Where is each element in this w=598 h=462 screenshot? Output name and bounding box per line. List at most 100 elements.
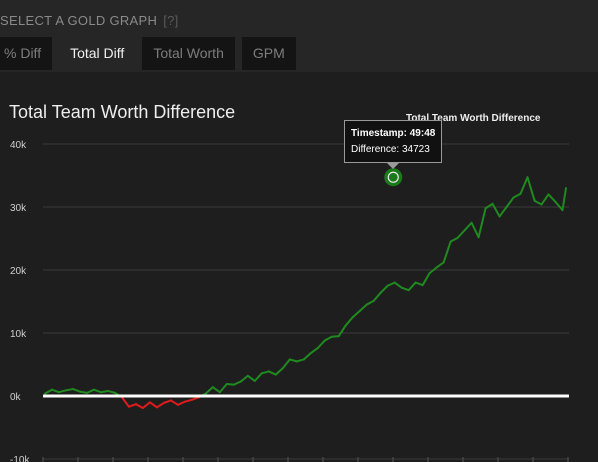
series-segment <box>358 303 368 312</box>
series-segment <box>519 176 529 195</box>
series-segment <box>99 389 109 394</box>
series-segment <box>414 281 424 287</box>
series-segment <box>463 221 473 232</box>
graph-tabs: % Diff Total Diff Total Worth GPM <box>0 37 296 70</box>
series-segment <box>260 370 270 375</box>
series-segment <box>400 286 410 292</box>
series-segment <box>456 229 466 239</box>
series-segment <box>484 202 494 210</box>
y-tick-label: 0k <box>10 392 22 403</box>
tab-total-diff[interactable]: Total Diff <box>59 37 136 70</box>
series-segment <box>316 339 326 350</box>
series-segment <box>239 374 249 383</box>
series-segment <box>295 358 305 363</box>
series-segment <box>309 347 319 355</box>
series-segment <box>120 396 130 408</box>
series-segment <box>393 281 403 289</box>
tab-gpm[interactable]: GPM <box>241 37 296 70</box>
series-segment <box>162 399 172 404</box>
series-segment <box>204 386 214 395</box>
tooltip-timestamp-key: Timestamp: <box>351 128 407 139</box>
tooltip-arrow <box>387 163 399 169</box>
tooltip-difference-value: 34723 <box>401 144 430 155</box>
y-tick-label: 30k <box>10 203 27 214</box>
highlight-point-outer[interactable] <box>384 168 403 187</box>
series-segment <box>274 367 284 376</box>
series-segment <box>127 403 137 408</box>
series-segment <box>561 187 567 212</box>
series-segment <box>491 202 501 218</box>
series-segment <box>176 400 186 406</box>
series-segment <box>218 383 228 394</box>
series-segment <box>533 199 543 206</box>
y-tick-label: 40k <box>10 140 27 151</box>
series-line <box>44 176 567 409</box>
y-axis-ticks: 40k 30k 20k 10k 0k -10k <box>10 140 30 462</box>
series-segment <box>421 272 431 287</box>
grid-lines <box>42 143 569 462</box>
series-segment <box>225 383 235 386</box>
series-segment <box>442 240 452 264</box>
series-segment <box>253 372 263 382</box>
series-segment <box>106 389 116 394</box>
series-segment <box>92 388 102 394</box>
y-tick-label: -10k <box>10 455 30 462</box>
series-segment <box>57 389 67 394</box>
series-segment <box>288 358 298 363</box>
series-segment <box>211 386 221 394</box>
series-segment <box>134 403 144 409</box>
series-segment <box>505 196 515 208</box>
series-segment <box>246 374 256 382</box>
series-segment <box>428 266 438 275</box>
series-segment <box>64 388 74 392</box>
y-tick-label: 20k <box>10 266 27 277</box>
series-segment <box>323 335 333 342</box>
series-segment <box>470 221 480 239</box>
series-segment <box>183 398 193 403</box>
chart-title: Total Team Worth Difference <box>9 102 235 122</box>
section-title: SELECT A GOLD GRAPH [?] <box>0 13 179 28</box>
series-segment <box>50 388 60 394</box>
series-segment <box>85 388 95 394</box>
series-segment <box>477 207 487 239</box>
tooltip: Timestamp: 49:48 Difference: 34723 <box>344 120 443 163</box>
series-segment <box>302 352 312 361</box>
series-segment <box>232 380 242 386</box>
series-segment <box>344 316 354 327</box>
graph-selector-bar: SELECT A GOLD GRAPH [?] % Diff Total Diff… <box>0 0 598 72</box>
series-segment <box>407 281 417 292</box>
tab-percent-diff[interactable]: % Diff <box>0 37 53 70</box>
legend-item[interactable]: Total Team Worth Difference <box>406 113 541 124</box>
series-segment <box>498 206 508 218</box>
series-segment <box>547 193 557 203</box>
series-segment <box>71 388 81 393</box>
highlight-marker[interactable] <box>384 168 403 187</box>
series-segment <box>435 261 445 269</box>
series-segment <box>449 236 459 243</box>
help-link[interactable]: [?] <box>163 13 179 28</box>
series-segment <box>141 401 151 409</box>
series-segment <box>512 192 522 199</box>
highlight-point-ring <box>387 171 399 183</box>
chart-area: Total Team Worth Difference Total Team W… <box>0 72 598 462</box>
series-segment <box>148 401 158 409</box>
y-tick-label: 10k <box>10 329 27 340</box>
series-segment <box>155 401 165 409</box>
series-segment <box>281 358 291 370</box>
series-segment <box>267 370 277 376</box>
series-segment <box>351 309 361 319</box>
gold-difference-chart: Total Team Worth Difference Total Team W… <box>9 102 569 462</box>
series-segment <box>44 388 53 395</box>
series-segment <box>78 390 88 394</box>
tooltip-timestamp-value: 49:48 <box>409 128 436 139</box>
series-segment <box>365 299 375 306</box>
section-title-text: SELECT A GOLD GRAPH <box>0 13 158 28</box>
series-segment <box>379 284 389 294</box>
series-segment <box>554 200 564 212</box>
series-segment <box>526 176 536 202</box>
series-segment <box>169 399 179 406</box>
tooltip-difference-key: Difference: <box>351 144 400 155</box>
series-segment <box>337 324 347 338</box>
series-segment <box>190 396 200 401</box>
tab-total-worth[interactable]: Total Worth <box>142 37 235 70</box>
